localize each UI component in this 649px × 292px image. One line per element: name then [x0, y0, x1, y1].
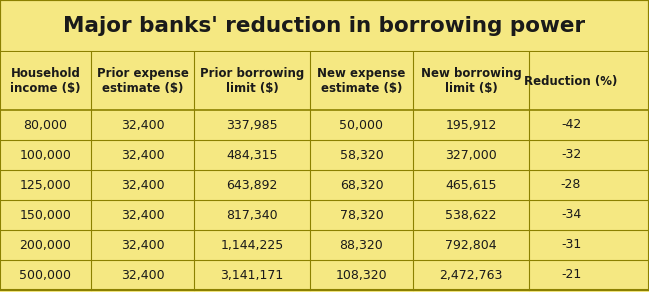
Text: -21: -21	[561, 269, 581, 281]
Bar	[0, 260, 649, 290]
Text: 32,400: 32,400	[121, 119, 164, 131]
Bar	[0, 140, 649, 170]
Text: 337,985: 337,985	[227, 119, 278, 131]
Text: 1,144,225: 1,144,225	[221, 239, 284, 251]
Text: 78,320: 78,320	[339, 208, 384, 222]
Text: 327,000: 327,000	[445, 149, 497, 161]
Text: 500,000: 500,000	[19, 269, 71, 281]
Text: -32: -32	[561, 149, 581, 161]
Text: -28: -28	[561, 178, 582, 192]
Text: 108,320: 108,320	[336, 269, 387, 281]
Text: Reduction (%): Reduction (%)	[524, 74, 618, 88]
Text: New borrowing
limit ($): New borrowing limit ($)	[421, 67, 521, 95]
Text: Major banks' reduction in borrowing power: Major banks' reduction in borrowing powe…	[64, 16, 585, 36]
Bar	[0, 200, 649, 230]
Text: 465,615: 465,615	[445, 178, 496, 192]
Text: 484,315: 484,315	[227, 149, 278, 161]
Text: 32,400: 32,400	[121, 208, 164, 222]
Text: 817,340: 817,340	[227, 208, 278, 222]
Text: 32,400: 32,400	[121, 239, 164, 251]
Text: 538,622: 538,622	[445, 208, 496, 222]
Text: 643,892: 643,892	[227, 178, 278, 192]
Text: 2,472,763: 2,472,763	[439, 269, 503, 281]
Text: 58,320: 58,320	[339, 149, 384, 161]
Text: 68,320: 68,320	[339, 178, 384, 192]
Text: -42: -42	[561, 119, 581, 131]
Text: 195,912: 195,912	[445, 119, 496, 131]
Text: Prior borrowing
limit ($): Prior borrowing limit ($)	[200, 67, 304, 95]
Text: 32,400: 32,400	[121, 269, 164, 281]
Text: 32,400: 32,400	[121, 178, 164, 192]
Text: New expense
estimate ($): New expense estimate ($)	[317, 67, 406, 95]
Text: 150,000: 150,000	[19, 208, 71, 222]
Bar	[0, 52, 649, 110]
Text: 88,320: 88,320	[339, 239, 384, 251]
Text: 3,141,171: 3,141,171	[221, 269, 284, 281]
Text: 50,000: 50,000	[339, 119, 384, 131]
Bar	[0, 230, 649, 260]
Text: 792,804: 792,804	[445, 239, 497, 251]
Bar	[0, 110, 649, 140]
Text: 80,000: 80,000	[23, 119, 67, 131]
Text: 200,000: 200,000	[19, 239, 71, 251]
Text: 100,000: 100,000	[19, 149, 71, 161]
Text: Prior expense
estimate ($): Prior expense estimate ($)	[97, 67, 188, 95]
Bar	[0, 0, 649, 52]
Text: -31: -31	[561, 239, 581, 251]
Text: Household
income ($): Household income ($)	[10, 67, 80, 95]
Text: -34: -34	[561, 208, 581, 222]
Text: 32,400: 32,400	[121, 149, 164, 161]
Text: 125,000: 125,000	[19, 178, 71, 192]
Bar	[0, 170, 649, 200]
